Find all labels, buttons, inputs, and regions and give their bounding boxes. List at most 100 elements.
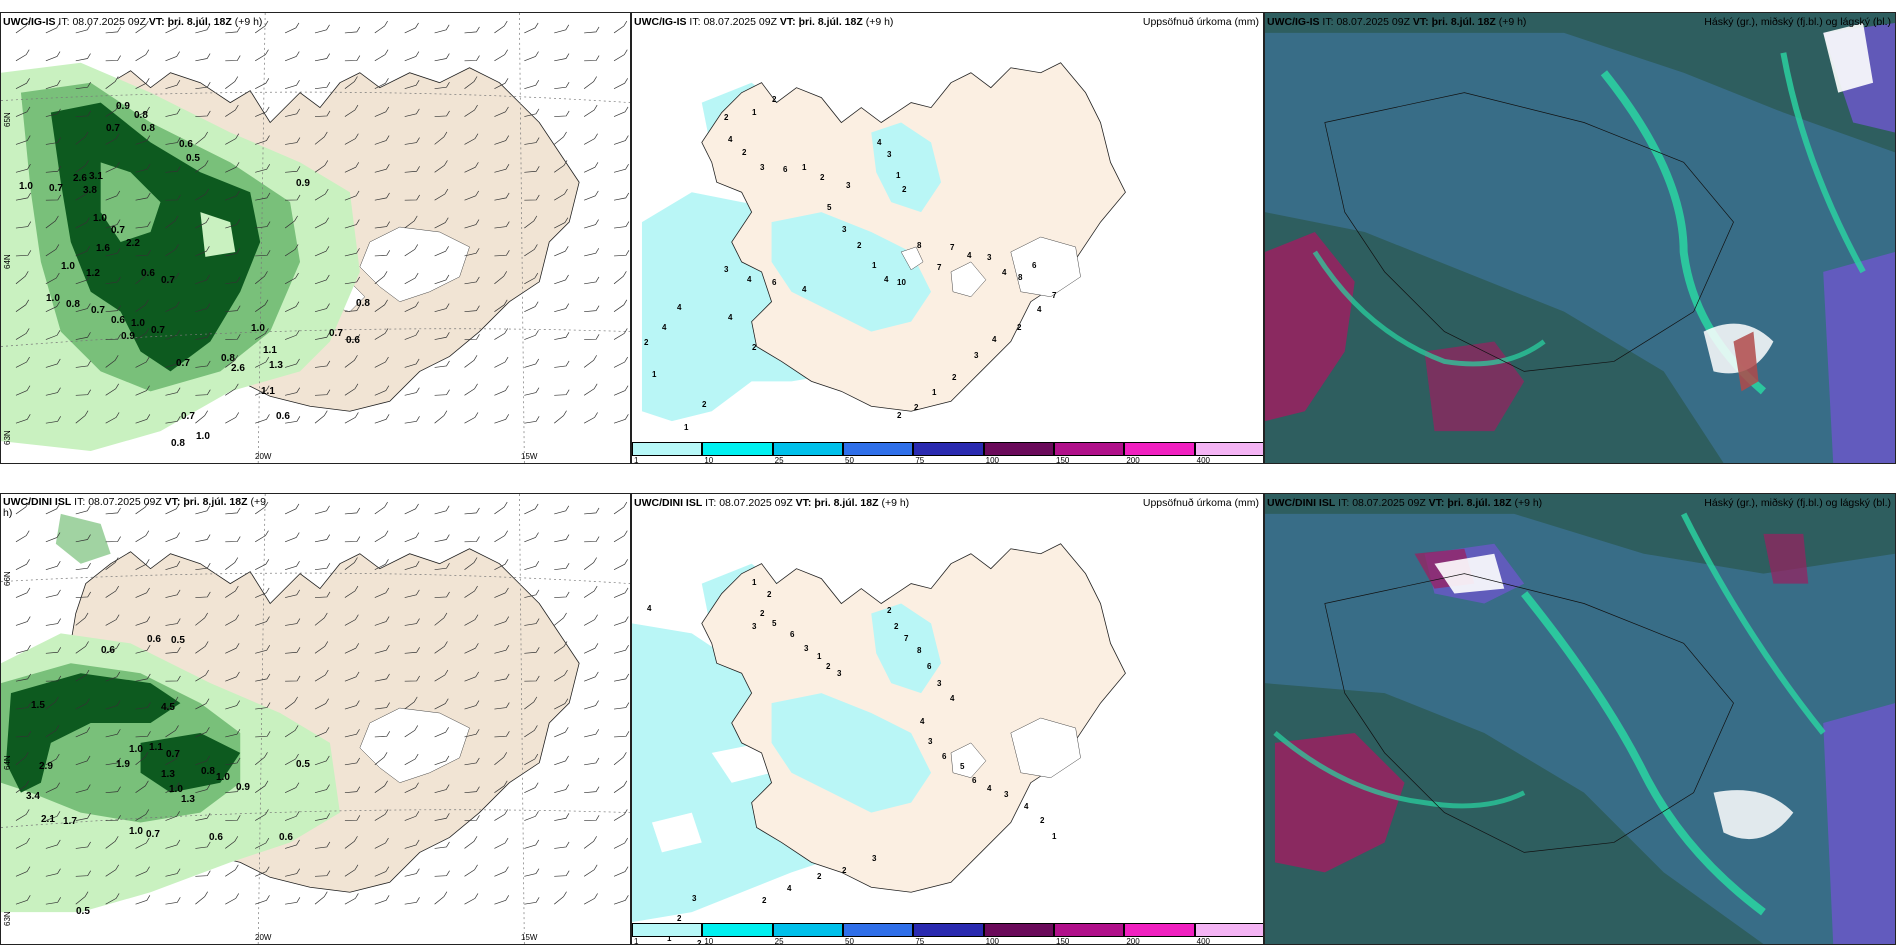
wind-barb	[554, 217, 569, 229]
value-label: 0.7	[91, 305, 105, 316]
wind-barb	[404, 330, 420, 340]
wind-barb	[584, 190, 599, 201]
wind-barb	[45, 416, 61, 424]
wind-barb	[195, 841, 211, 849]
wind-barb	[165, 330, 180, 340]
wind-barb	[583, 412, 598, 424]
wind-barb	[374, 135, 390, 145]
wind-barb	[494, 78, 509, 89]
it-label: IT:	[1322, 16, 1334, 28]
colorbar-swatch	[1124, 442, 1195, 456]
wind-barb	[554, 274, 569, 285]
value-label: 3.8	[83, 185, 97, 196]
wind-barb	[494, 106, 509, 117]
wind-barb	[434, 82, 450, 90]
wind-barb	[613, 837, 628, 849]
wind-barb	[284, 532, 300, 543]
wind-barb	[285, 194, 301, 201]
wind-barb	[524, 897, 540, 905]
wind-barb	[374, 271, 388, 285]
wind-barb	[374, 866, 390, 877]
wind-barb	[225, 305, 241, 313]
wind-barb	[75, 274, 91, 285]
wind-barb	[225, 219, 241, 229]
wind-barb	[285, 618, 301, 626]
wind-barb	[524, 503, 539, 515]
value-label: 1	[802, 163, 807, 172]
wind-barb	[404, 647, 420, 654]
value-label: 1.1	[149, 742, 163, 753]
wind-barb	[554, 755, 569, 766]
value-label: 0.8	[141, 123, 155, 134]
wind-barb	[135, 501, 149, 515]
wind-barb	[225, 412, 240, 424]
wind-barb	[464, 786, 480, 794]
value-label: 2	[724, 113, 729, 122]
wind-barb	[464, 305, 480, 313]
colorbar-tick: 400	[1196, 937, 1211, 945]
wind-barb	[524, 725, 538, 738]
lead-value: (+9 h)	[1498, 16, 1527, 28]
colorbar-tick: 200	[1126, 456, 1140, 464]
wind-barb	[195, 669, 209, 682]
value-label: 4	[920, 717, 925, 726]
wind-barb	[195, 612, 208, 626]
wind-barb	[344, 190, 360, 201]
wind-barb	[15, 731, 32, 738]
wind-barb	[374, 702, 390, 710]
wind-barb	[374, 809, 389, 821]
wind-barb	[434, 217, 449, 229]
wind-barb	[105, 383, 119, 396]
wind-barb	[105, 55, 121, 62]
wind-barb	[284, 330, 300, 340]
wind-map-bottom	[1, 494, 630, 944]
wind-barb	[613, 271, 627, 285]
wind-barb	[284, 80, 300, 89]
value-label: 2.2	[126, 238, 140, 249]
wind-barb	[613, 385, 629, 396]
wind-barb	[105, 104, 119, 117]
wind-barb	[45, 839, 61, 849]
wind-barb	[15, 106, 31, 117]
wind-barb	[135, 866, 150, 877]
value-label: 2.6	[73, 173, 87, 184]
value-label: 1.3	[269, 360, 283, 371]
lon-label: 15W	[521, 452, 538, 461]
wind-barb	[464, 700, 480, 710]
value-label: 1	[752, 108, 757, 117]
wind-barb	[613, 673, 630, 682]
colorbar-swatch	[913, 923, 984, 937]
colorbar-tick: 25	[774, 456, 784, 464]
value-label: 2	[887, 606, 892, 615]
wind-barb	[75, 563, 91, 571]
iceland-land	[701, 543, 1126, 893]
wind-barb	[404, 503, 419, 515]
wind-barb	[225, 893, 240, 905]
wind-barb	[613, 106, 629, 117]
wind-map-top	[1, 13, 630, 463]
value-label: 1.0	[251, 323, 265, 334]
wind-barb	[284, 51, 300, 62]
wind-barb	[524, 166, 540, 173]
wind-barb	[374, 616, 390, 626]
wind-barb	[314, 82, 331, 90]
wind-barb	[75, 82, 91, 90]
value-label: 3	[1004, 790, 1009, 799]
wind-barb	[554, 784, 570, 794]
wind-barb	[554, 870, 570, 877]
wind-barb	[584, 786, 600, 794]
wind-barb	[15, 299, 30, 312]
wind-barb	[255, 645, 271, 654]
wind-barb	[105, 643, 120, 654]
wind-barb	[45, 80, 61, 89]
wind-barb	[15, 837, 30, 849]
wind-barb	[404, 272, 419, 285]
value-label: 2	[742, 148, 747, 157]
wind-barb	[75, 841, 91, 849]
wind-barb	[314, 389, 331, 396]
wind-barb	[165, 753, 180, 766]
wind-barb	[135, 299, 149, 312]
wind-barb	[524, 753, 539, 766]
wind-barb	[15, 385, 31, 396]
value-label: 7	[937, 263, 942, 272]
